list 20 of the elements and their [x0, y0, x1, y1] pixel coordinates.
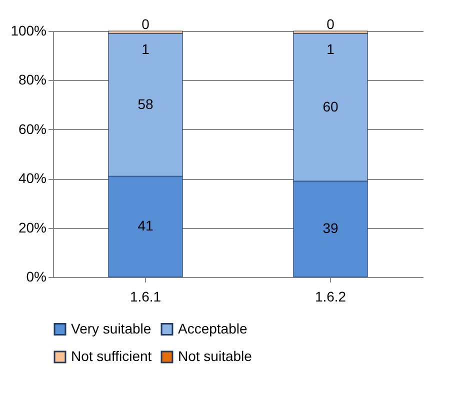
- legend-label: Acceptable: [178, 320, 248, 336]
- data-label: 60: [322, 98, 338, 114]
- data-label: 39: [322, 220, 338, 236]
- y-tick-label: 100%: [10, 22, 46, 38]
- y-tick-label: 20%: [18, 219, 46, 236]
- x-tick-label: 1.6.1: [130, 288, 162, 304]
- y-tick-label: 40%: [18, 170, 46, 186]
- y-tick-label: 60%: [18, 120, 46, 137]
- data-label: 0: [326, 16, 335, 32]
- y-tick-label: 0%: [26, 268, 46, 284]
- legend-label: Very suitable: [71, 320, 152, 336]
- data-label: 41: [138, 218, 154, 234]
- x-tick-label: 1.6.2: [314, 288, 346, 304]
- legend-label: Not sufficient: [71, 348, 152, 364]
- data-label: 0: [142, 16, 150, 32]
- data-label: 1: [142, 41, 150, 57]
- y-tick-label: 80%: [18, 72, 46, 88]
- data-label: 58: [138, 96, 154, 112]
- data-label: 1: [326, 41, 335, 57]
- legend-label: Not suitable: [178, 348, 252, 364]
